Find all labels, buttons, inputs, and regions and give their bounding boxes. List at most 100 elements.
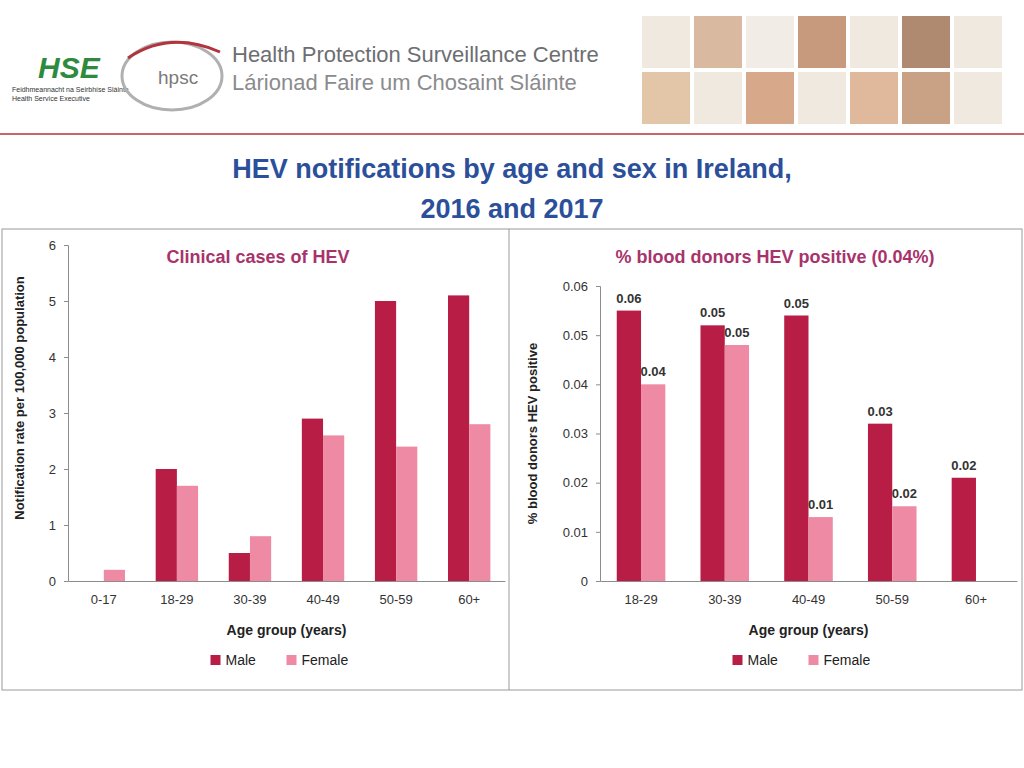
data-label: 0.02 xyxy=(951,458,976,473)
y-tick: 3 xyxy=(49,406,68,421)
y-tick: 0 xyxy=(49,574,68,589)
legend-label: Female xyxy=(824,652,871,668)
x-tick-label: 40-49 xyxy=(306,592,339,607)
header-photo xyxy=(694,16,742,68)
y-axis-line xyxy=(64,246,69,582)
legend: Male Female xyxy=(733,652,871,668)
x-tick: 60+ xyxy=(965,581,987,607)
data-label: 0.04 xyxy=(641,364,667,379)
data-label: 0.06 xyxy=(616,291,641,306)
y-tick-label: 0.06 xyxy=(563,279,588,294)
y-tick: 4 xyxy=(49,350,68,365)
legend-swatch xyxy=(733,655,743,665)
x-tick-label: 60+ xyxy=(965,592,987,607)
header-photo xyxy=(850,72,898,124)
x-tick-label: 50-59 xyxy=(876,592,909,607)
chart-title: % blood donors HEV positive (0.04%) xyxy=(615,247,934,267)
hse-text: Health Service Executive xyxy=(12,95,90,102)
bar xyxy=(868,424,892,581)
bar xyxy=(156,469,177,581)
y-axis-line xyxy=(596,287,601,582)
x-tick: 30-39 xyxy=(233,581,266,607)
y-tick-mark xyxy=(596,483,600,484)
bar xyxy=(725,345,749,581)
bar xyxy=(641,384,665,581)
x-axis-title: Age group (years) xyxy=(227,622,347,638)
x-axis: 0-1718-2930-3940-4950-5960+ xyxy=(69,581,506,607)
y-tick: 0 xyxy=(581,574,600,589)
bar xyxy=(617,311,641,581)
y-tick-mark xyxy=(596,581,600,582)
y-tick-mark xyxy=(596,384,600,385)
y-tick-label: 0.03 xyxy=(563,426,588,441)
y-tick: 0.01 xyxy=(563,524,600,539)
y-tick: 2 xyxy=(49,462,68,477)
header: HSE Feidhmeannacht na Seirbhíse Sláinte He… xyxy=(0,16,1024,134)
bar xyxy=(375,301,396,581)
bars xyxy=(104,295,491,581)
slide: HSE Feidhmeannacht na Seirbhíse Sláinte He… xyxy=(0,0,1024,768)
header-photo xyxy=(954,16,1002,68)
y-tick: 0.04 xyxy=(563,377,600,392)
org-name: Health Protection Surveillance Centre xyxy=(232,42,599,67)
y-tick-mark xyxy=(64,245,68,246)
slide-title: HEV notifications by age and sex in Irel… xyxy=(232,154,792,184)
y-tick-label: 3 xyxy=(49,406,56,421)
header-photo xyxy=(850,16,898,68)
header-photo xyxy=(902,16,950,68)
header-rule xyxy=(0,133,1024,135)
data-label: 0.02 xyxy=(892,486,917,501)
y-tick-label: 0 xyxy=(581,574,588,589)
legend-swatch xyxy=(809,655,819,665)
header-photo xyxy=(746,16,794,68)
header-photo xyxy=(954,72,1002,124)
x-tick: 30-39 xyxy=(708,581,741,607)
chart: Clinical cases of HEV01234560-1718-2930-… xyxy=(12,238,506,668)
chart: % blood donors HEV positive (0.04%) 0.06 0… xyxy=(525,247,1018,668)
y-tick-mark xyxy=(596,286,600,287)
org-name-irish: Lárionad Faire um Chosaint Sláinte xyxy=(232,70,577,95)
y-tick-mark xyxy=(64,581,68,582)
bar xyxy=(784,316,808,582)
y-tick-mark xyxy=(596,335,600,336)
x-tick: 18-29 xyxy=(160,581,193,607)
bar xyxy=(809,517,833,581)
hpsc-logo-text: hpsc xyxy=(158,67,198,88)
hse-text: Feidhmeannacht na Seirbhíse Sláinte xyxy=(12,86,129,93)
hpsc-swoosh-red xyxy=(128,42,220,58)
x-tick-label: 50-59 xyxy=(379,592,412,607)
y-axis: 0123456 xyxy=(49,238,69,589)
x-axis-line xyxy=(601,581,1018,582)
bar xyxy=(250,536,271,581)
y-tick-mark xyxy=(64,525,68,526)
legend-swatch xyxy=(287,655,297,665)
header-photo xyxy=(798,16,846,68)
header-photo xyxy=(746,72,794,124)
y-tick: 1 xyxy=(49,518,68,533)
y-tick: 0.02 xyxy=(563,475,600,490)
x-tick: 18-29 xyxy=(624,581,657,607)
bars xyxy=(617,311,976,581)
y-tick: 0.05 xyxy=(563,328,600,343)
bar xyxy=(229,553,250,581)
x-tick: 50-59 xyxy=(379,581,412,607)
y-axis-title: Notification rate per 100,000 population xyxy=(12,276,27,519)
y-tick-mark xyxy=(64,413,68,414)
y-tick-label: 2 xyxy=(49,462,56,477)
x-axis-title: Age group (years) xyxy=(749,622,869,638)
y-tick-label: 5 xyxy=(49,294,56,309)
hpsc-swoosh xyxy=(122,42,222,110)
x-tick: 60+ xyxy=(458,581,480,607)
x-tick-label: 18-29 xyxy=(160,592,193,607)
legend: MaleFemale xyxy=(211,652,349,668)
legend-label: Male xyxy=(748,652,779,668)
x-tick-label: 40-49 xyxy=(792,592,825,607)
bar xyxy=(323,435,344,581)
header-photo xyxy=(642,16,690,68)
bar xyxy=(892,506,916,581)
hse-logo: HSE xyxy=(38,51,101,84)
bar xyxy=(396,447,417,581)
y-axis-title: % blood donors HEV positive xyxy=(525,343,540,524)
bar xyxy=(469,424,490,581)
legend-swatch xyxy=(211,655,221,665)
